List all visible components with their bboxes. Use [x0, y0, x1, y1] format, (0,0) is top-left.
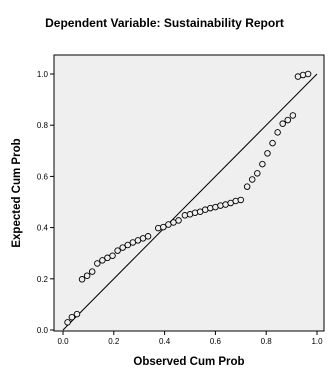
- data-point: [83, 272, 91, 279]
- x-tick-label: 0.2: [108, 337, 120, 346]
- data-point: [237, 196, 245, 204]
- reference-line: [62, 73, 318, 331]
- data-point: [207, 204, 214, 212]
- data-point: [254, 170, 261, 177]
- data-point: [217, 202, 224, 209]
- y-tick-label: 0.0: [37, 326, 49, 335]
- data-point: [124, 241, 132, 249]
- data-point: [279, 120, 286, 127]
- plot-area: [53, 54, 325, 332]
- y-tick-label: 0.8: [37, 121, 49, 130]
- data-point: [243, 183, 251, 190]
- data-point: [259, 160, 266, 168]
- data-point: [119, 244, 126, 251]
- data-point: [73, 310, 81, 318]
- data-point: [289, 112, 297, 119]
- x-axis: 0.0 0.2 0.4 0.6 0.8 1.0: [57, 331, 323, 346]
- x-tick-label: 0.6: [210, 337, 222, 346]
- data-point: [114, 247, 121, 254]
- data-point: [269, 139, 276, 147]
- data-point: [160, 223, 167, 231]
- data-point: [144, 233, 152, 240]
- data-point: [68, 313, 76, 321]
- data-point: [304, 70, 312, 78]
- data-point: [181, 212, 189, 219]
- data-point: [64, 319, 71, 326]
- data-point: [299, 71, 307, 79]
- chart-title: Dependent Variable: Sustainability Repor…: [45, 16, 284, 30]
- y-axis: 0.0 0.2 0.4 0.6 0.8 1.0: [37, 70, 54, 335]
- x-tick-label: 0.0: [57, 337, 69, 346]
- data-point: [109, 252, 116, 260]
- data-point: [88, 268, 96, 275]
- x-tick-label: 0.4: [159, 337, 171, 346]
- data-point: [284, 116, 292, 124]
- data-points: [64, 70, 312, 326]
- x-tick-label: 0.8: [261, 337, 273, 346]
- data-point: [94, 260, 101, 267]
- y-tick-label: 0.2: [37, 275, 49, 284]
- data-point: [248, 176, 256, 183]
- data-point: [264, 150, 271, 157]
- y-tick-label: 1.0: [37, 70, 49, 79]
- data-point: [274, 129, 281, 136]
- y-tick-label: 0.4: [37, 224, 49, 233]
- data-point: [232, 197, 239, 205]
- y-axis-title: Expected Cum Prob: [11, 138, 23, 247]
- x-axis-title: Observed Cum Prob: [133, 356, 244, 368]
- data-point: [191, 209, 199, 217]
- y-tick-label: 0.6: [37, 172, 49, 181]
- data-point: [175, 217, 182, 224]
- x-tick-label: 1.0: [311, 337, 323, 346]
- data-point: [78, 276, 86, 283]
- data-point: [154, 224, 162, 232]
- data-point: [99, 257, 106, 264]
